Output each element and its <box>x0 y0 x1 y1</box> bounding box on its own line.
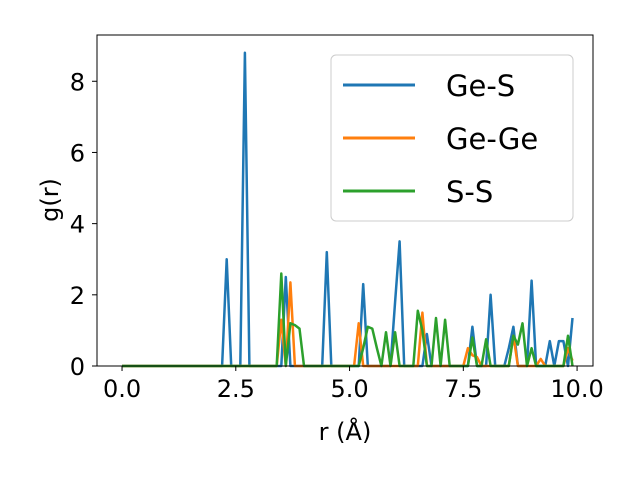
x-tick-label: 0.0 <box>103 375 141 403</box>
x-tick-label: 7.5 <box>444 375 482 403</box>
y-tick-label: 6 <box>70 139 85 167</box>
x-tick-label: 2.5 <box>217 375 255 403</box>
plot-frame <box>96 34 594 367</box>
x-axis-ticks: 0.0 2.5 5.0 7.5 10.0 <box>103 366 604 403</box>
series-line-s-s <box>122 272 574 368</box>
legend: Ge-S Ge-Ge S-S <box>330 54 574 222</box>
y-axis-label: g(r) <box>36 178 64 222</box>
y-axis-ticks: 0 2 4 6 8 <box>70 68 97 381</box>
y-tick-label: 2 <box>70 282 85 310</box>
legend-label-ge-s: Ge-S <box>446 69 515 103</box>
series-line-ge-ge <box>122 281 574 368</box>
legend-label-ge-ge: Ge-Ge <box>446 122 538 156</box>
legend-label-s-s: S-S <box>446 175 493 209</box>
y-tick-label: 8 <box>70 68 85 96</box>
x-tick-label: 5.0 <box>330 375 368 403</box>
x-axis-label: r (Å) <box>319 417 372 446</box>
y-tick-label: 0 <box>70 353 85 381</box>
x-tick-label: 10.0 <box>550 375 603 403</box>
legend-box <box>330 54 574 222</box>
y-tick-label: 4 <box>70 211 85 239</box>
